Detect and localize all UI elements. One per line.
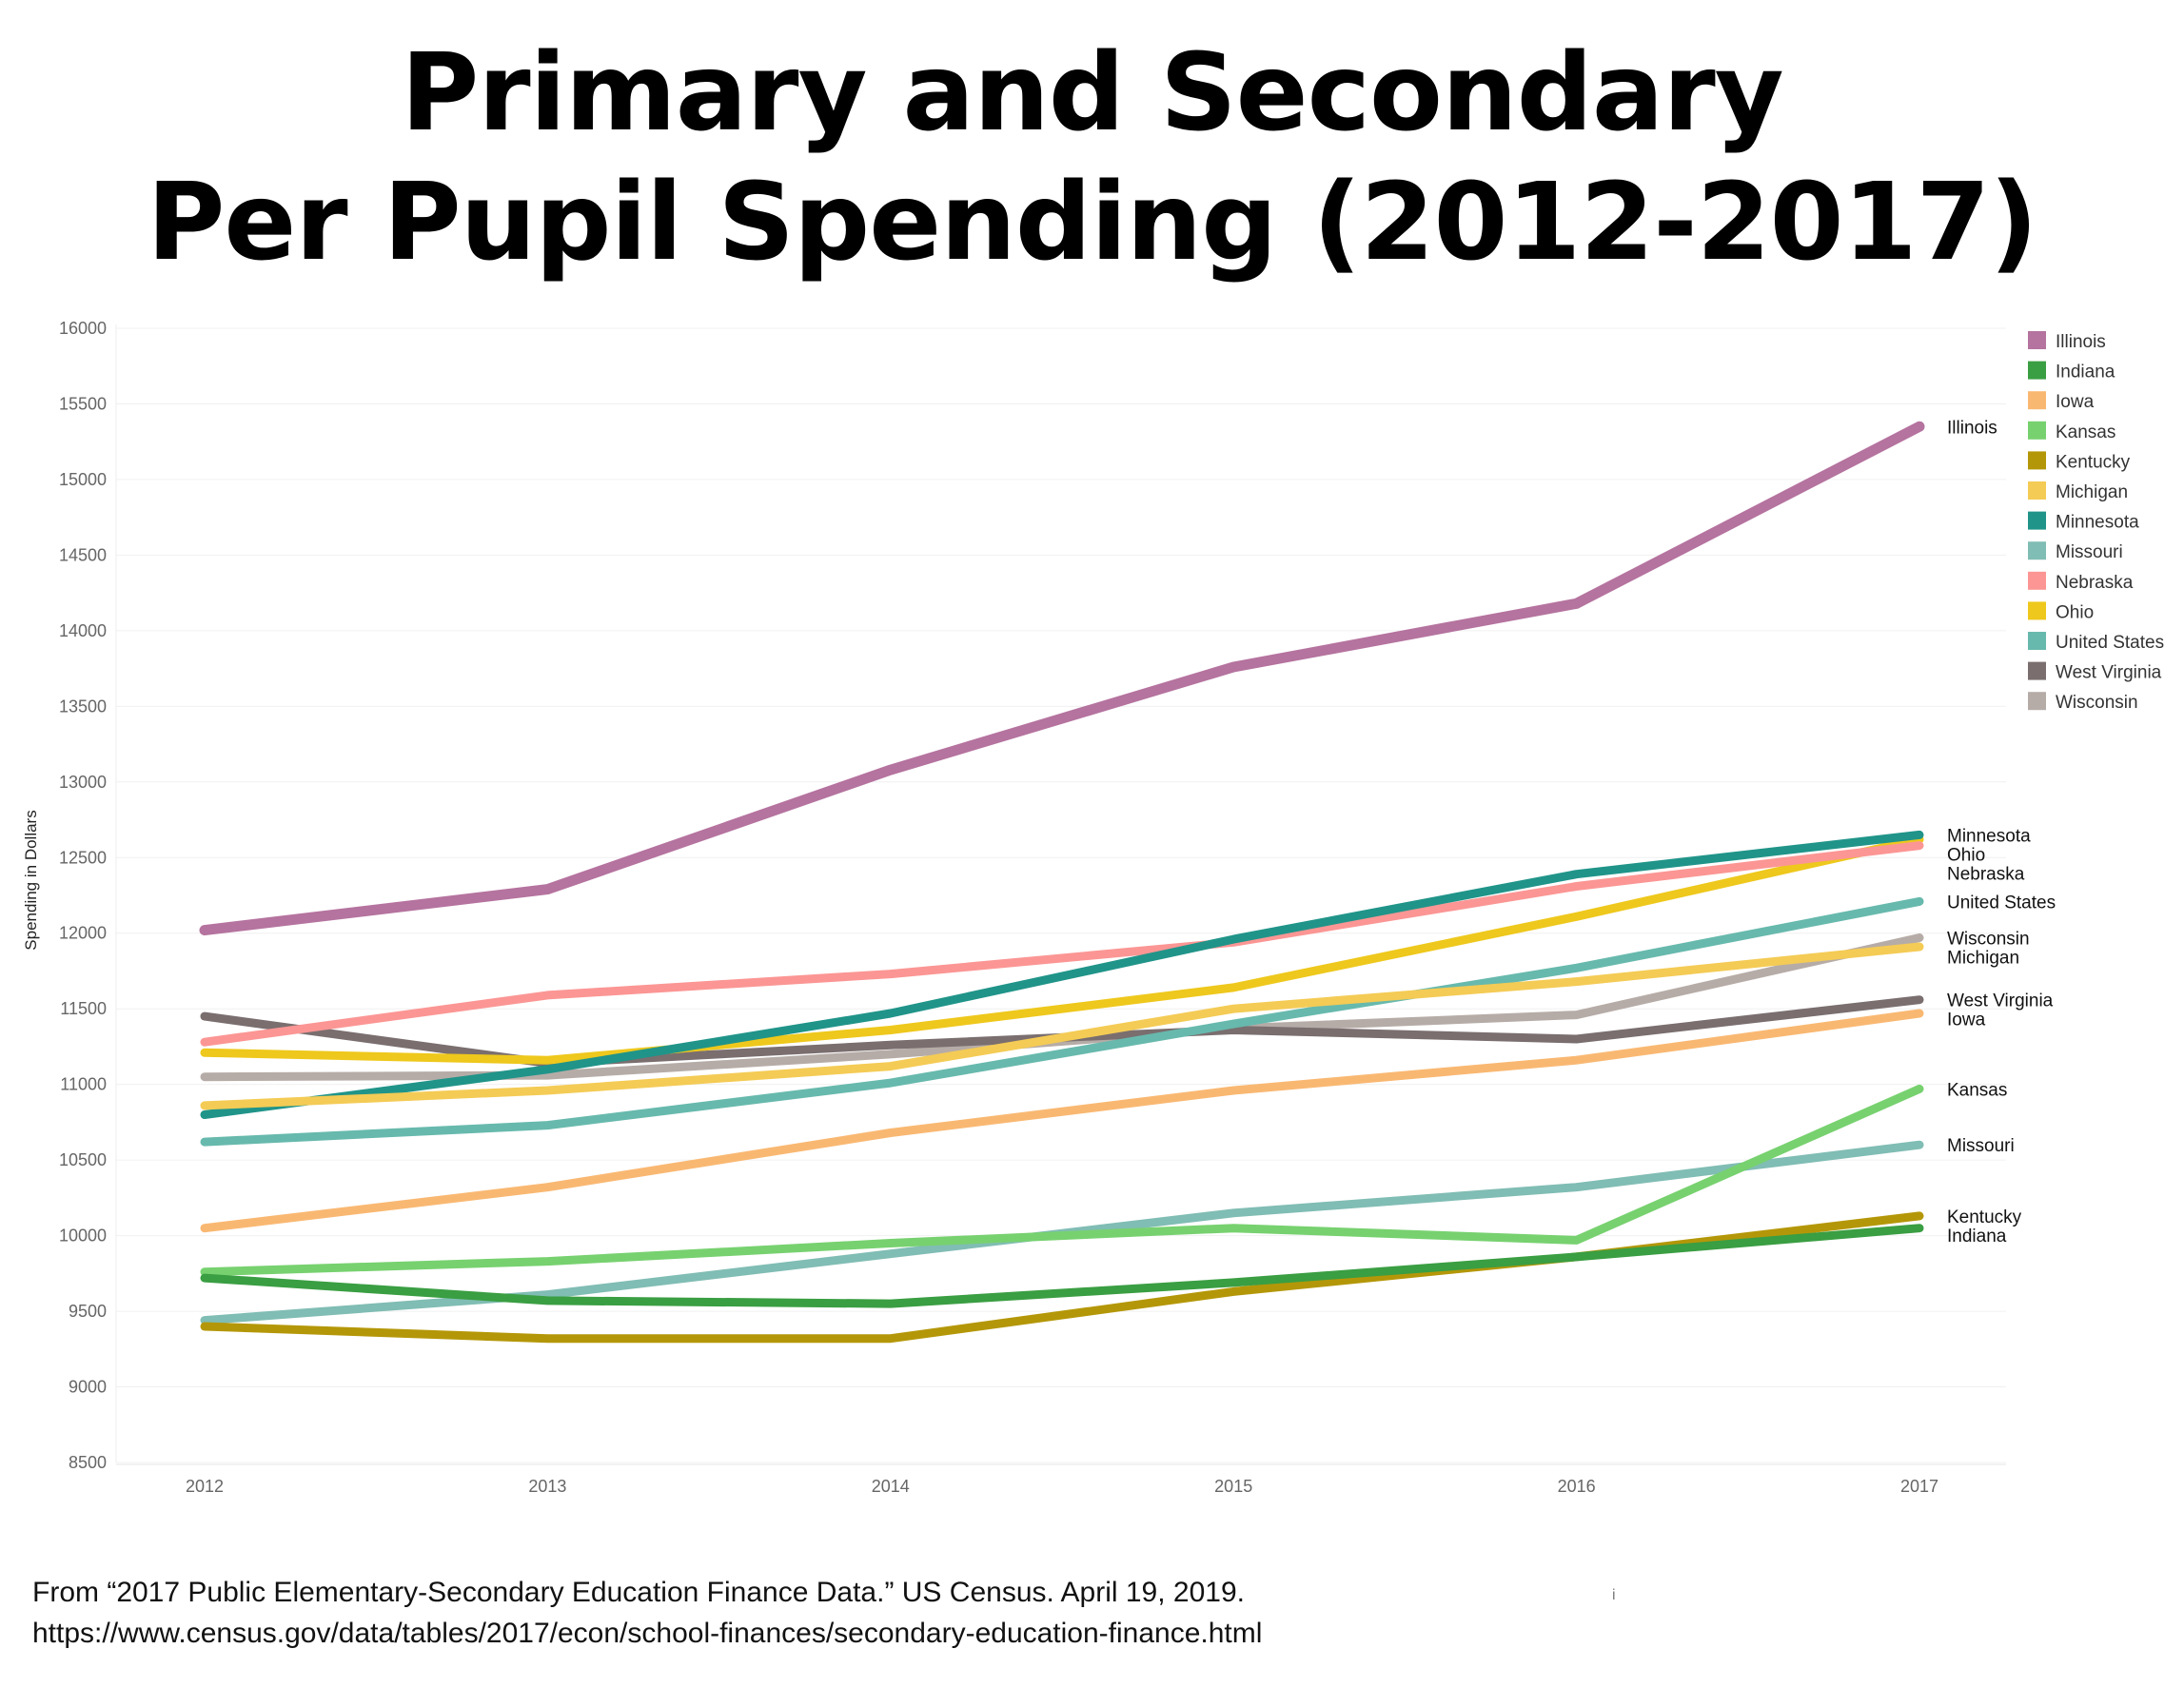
legend-swatch-minnesota (2028, 511, 2046, 530)
series-lines (199, 421, 1925, 1344)
stray-mark: i (1612, 1587, 1616, 1603)
end-label-united-states: United States (1947, 893, 2056, 913)
end-label-michigan: Michigan (1947, 949, 2019, 969)
y-tick-label: 11500 (60, 999, 107, 1018)
legend-swatch-ohio (2028, 601, 2046, 620)
x-axis: 2012 2013 2014 2015 2016 2017 (116, 1463, 2006, 1496)
legend-swatch-wisconsin (2028, 692, 2046, 711)
y-axis-label: Spending in Dollars (22, 810, 40, 950)
series-line-michigan[interactable] (200, 942, 1924, 1110)
y-tick-label: 9500 (69, 1302, 107, 1321)
y-tick-label: 11000 (60, 1075, 107, 1094)
y-tick-label: 15500 (59, 394, 107, 413)
end-label-wisconsin: Wisconsin (1947, 930, 2030, 950)
y-tick-label: 12500 (59, 848, 107, 867)
legend-label-kentucky[interactable]: Kentucky (2056, 452, 2131, 472)
legend-label-missouri[interactable]: Missouri (2056, 542, 2123, 562)
x-tick-label: 2015 (1214, 1477, 1252, 1496)
legend-label-michigan[interactable]: Michigan (2056, 482, 2128, 502)
legend-label-ohio[interactable]: Ohio (2056, 602, 2094, 622)
end-label-ohio: Ohio (1947, 845, 1985, 865)
legend-swatch-michigan (2028, 481, 2046, 500)
legend-swatch-missouri (2028, 541, 2046, 560)
series-line-kansas[interactable] (200, 1084, 1924, 1277)
line-chart: 8500 9000 9500 10000 10500 11000 11500 12000 125… (22, 319, 2164, 1496)
legend-swatch-nebraska (2028, 571, 2046, 590)
legend-swatch-illinois (2028, 331, 2046, 349)
legend-swatch-united-states (2028, 632, 2046, 650)
y-axis: 8500 9000 9500 10000 10500 11000 11500 12000 125… (59, 319, 117, 1472)
end-label-indiana: Indiana (1947, 1227, 2007, 1246)
end-label-missouri: Missouri (1947, 1136, 2015, 1156)
x-tick-label: 2012 (186, 1477, 224, 1496)
legend-label-nebraska[interactable]: Nebraska (2056, 573, 2134, 593)
legend-label-iowa[interactable]: Iowa (2056, 392, 2095, 412)
legend-label-kansas[interactable]: Kansas (2056, 422, 2115, 442)
legend-swatch-kansas (2028, 421, 2046, 440)
legend-label-indiana[interactable]: Indiana (2056, 363, 2115, 383)
legend-label-united-states[interactable]: United States (2056, 633, 2164, 653)
end-label-west-virginia: West Virginia (1947, 991, 2054, 1011)
y-tick-label: 14500 (59, 545, 107, 564)
y-tick-label: 13000 (59, 773, 107, 792)
source-note: From “2017 Public Elementary-Secondary E… (32, 1572, 1262, 1654)
series-line-illinois[interactable] (199, 421, 1925, 936)
chart-title: Primary and Secondary Per Pupil Spending… (0, 29, 2184, 287)
x-tick-label: 2013 (528, 1477, 566, 1496)
source-url[interactable]: https://www.census.gov/data/tables/2017/… (32, 1618, 1263, 1649)
y-tick-label: 16000 (59, 319, 107, 338)
end-label-iowa: Iowa (1947, 1011, 1986, 1030)
y-tick-label: 10000 (59, 1227, 107, 1246)
y-tick-label: 15000 (59, 470, 107, 489)
legend-swatch-west-virginia (2028, 661, 2046, 680)
y-tick-label: 13500 (59, 697, 107, 716)
x-tick-label: 2017 (1900, 1477, 1938, 1496)
end-label-kansas: Kansas (1947, 1080, 2007, 1100)
end-label-nebraska: Nebraska (1947, 864, 2025, 884)
legend-label-wisconsin[interactable]: Wisconsin (2056, 693, 2138, 713)
legend-swatch-iowa (2028, 391, 2046, 410)
end-label-kentucky: Kentucky (1947, 1207, 2022, 1227)
series-line-indiana[interactable] (200, 1224, 1924, 1308)
x-tick-label: 2016 (1558, 1477, 1596, 1496)
legend-swatch-kentucky (2028, 451, 2046, 470)
legend-label-illinois[interactable]: Illinois (2056, 332, 2106, 352)
chart-title-line-2: Per Pupil Spending (2012-2017) (147, 161, 2037, 285)
legend: Illinois Indiana Iowa Kansas Kentucky Michiga… (2028, 331, 2164, 713)
series-line-minnesota[interactable] (200, 830, 1924, 1119)
end-label-minnesota: Minnesota (1947, 826, 2031, 846)
legend-label-west-virginia[interactable]: West Virginia (2056, 663, 2162, 683)
chart-title-line-1: Primary and Secondary (401, 31, 1783, 155)
legend-swatch-indiana (2028, 361, 2046, 380)
legend-label-minnesota[interactable]: Minnesota (2056, 513, 2139, 533)
source-citation: From “2017 Public Elementary-Secondary E… (32, 1577, 1245, 1608)
y-tick-label: 10500 (59, 1150, 107, 1169)
x-tick-label: 2014 (872, 1477, 910, 1496)
end-label-illinois: Illinois (1947, 418, 1997, 438)
series-line-united-states[interactable] (200, 896, 1924, 1147)
y-tick-label: 8500 (69, 1453, 107, 1472)
y-tick-label: 14000 (59, 621, 107, 640)
series-line-nebraska[interactable] (200, 841, 1924, 1047)
series-line-iowa[interactable] (200, 1009, 1924, 1233)
y-tick-label: 9000 (69, 1378, 107, 1397)
y-tick-label: 12000 (59, 924, 107, 943)
series-line-ohio[interactable] (200, 834, 1924, 1065)
